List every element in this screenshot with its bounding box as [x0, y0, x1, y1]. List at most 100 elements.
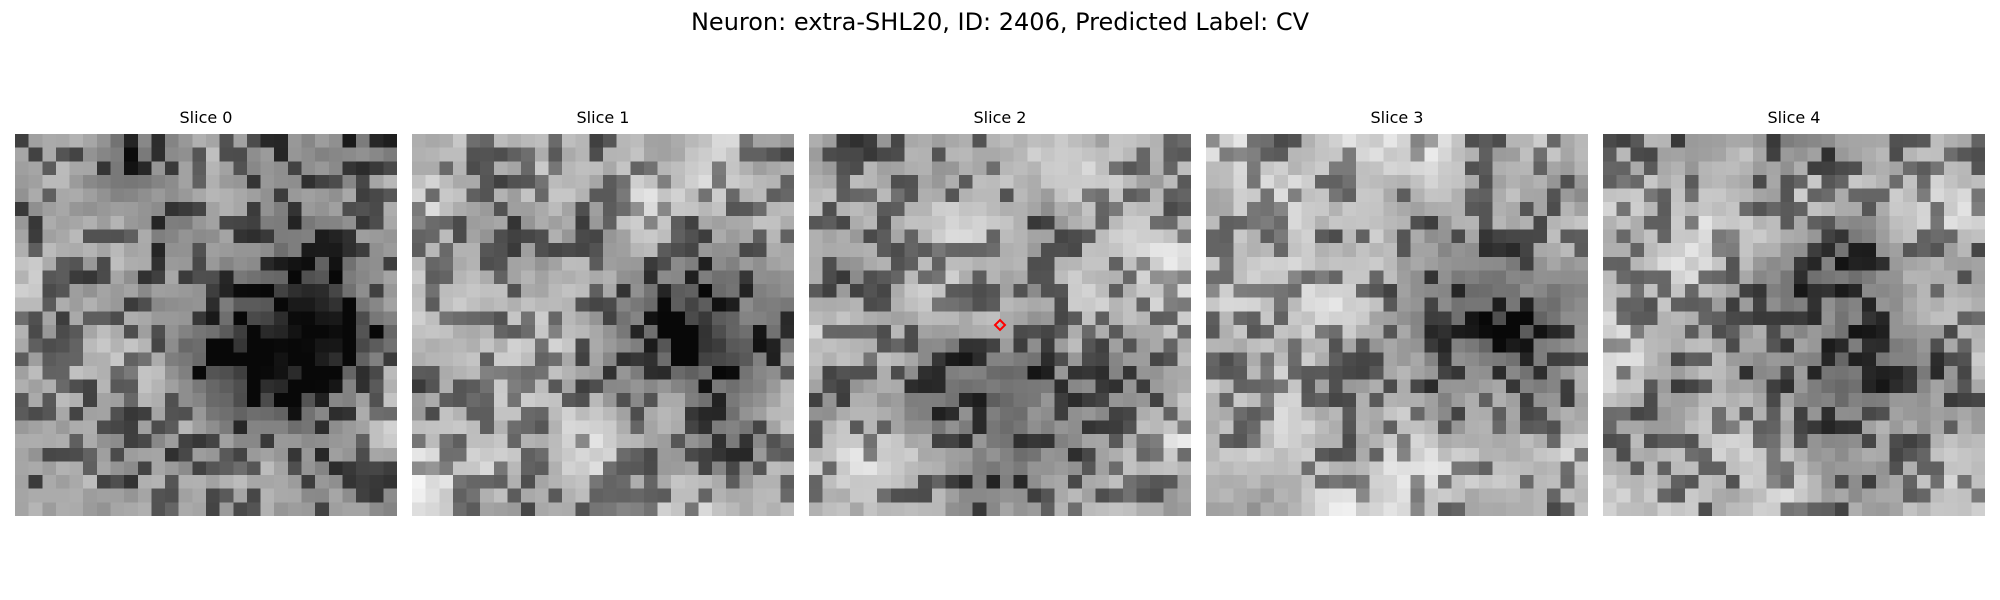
slice-pixel [467, 339, 481, 353]
slice-pixel [1630, 134, 1644, 148]
slice-pixel [151, 284, 165, 298]
slice-pixel [685, 502, 699, 516]
slice-pixel [165, 489, 179, 503]
slice-pixel [535, 393, 549, 407]
slice-pixel [1574, 257, 1588, 271]
slice-pixel [356, 230, 370, 244]
slice-pixel [1876, 284, 1890, 298]
slice-pixel [1971, 366, 1985, 380]
slice-pixel [864, 339, 878, 353]
slice-pixel [1739, 393, 1753, 407]
slice-pixel [767, 407, 781, 421]
slice-pixel [589, 434, 603, 448]
slice-pixel [1958, 366, 1972, 380]
slice-pixel [1685, 243, 1699, 257]
slice-pixel [699, 448, 713, 462]
slice-pixel [138, 475, 152, 489]
slice-panel-3: Slice 3 [1206, 108, 1588, 128]
slice-pixel [1506, 175, 1520, 189]
slice-pixel [1808, 489, 1822, 503]
slice-pixel [370, 380, 384, 394]
slice-pixel [1739, 352, 1753, 366]
slice-pixel [233, 243, 247, 257]
slice-pixel [1055, 216, 1069, 230]
slice-pixel [891, 461, 905, 475]
slice-pixel [671, 243, 685, 257]
slice-pixel [1644, 148, 1658, 162]
slice-pixel [739, 148, 753, 162]
slice-pixel [356, 298, 370, 312]
slice-pixel [1958, 189, 1972, 203]
slice-pixel [329, 311, 343, 325]
slice-pixel [1150, 461, 1164, 475]
slice-pixel [1493, 366, 1507, 380]
slice-pixel [1206, 502, 1220, 516]
slice-pixel [288, 393, 302, 407]
slice-pixel [70, 339, 84, 353]
slice-pixel [1547, 461, 1561, 475]
slice-pixel [138, 161, 152, 175]
slice-pixel [356, 161, 370, 175]
slice-pixel [1370, 366, 1384, 380]
slice-pixel [179, 134, 193, 148]
slice-pixel [1150, 230, 1164, 244]
slice-pixel [1315, 243, 1329, 257]
slice-pixel [233, 448, 247, 462]
slice-pixel [1041, 202, 1055, 216]
slice-pixel [1302, 434, 1316, 448]
slice-pixel [877, 202, 891, 216]
slice-pixel [780, 257, 794, 271]
slice-pixel [1220, 325, 1234, 339]
slice-pixel [1479, 243, 1493, 257]
slice-pixel [809, 216, 823, 230]
slice-pixel [1288, 189, 1302, 203]
slice-pixel [1671, 489, 1685, 503]
slice-pixel [877, 380, 891, 394]
slice-pixel [426, 448, 440, 462]
slice-pixel [480, 407, 494, 421]
slice-pixel [644, 298, 658, 312]
slice-pixel [1821, 189, 1835, 203]
slice-pixel [1617, 448, 1631, 462]
slice-pixel [1150, 134, 1164, 148]
slice-pixel [1424, 502, 1438, 516]
slice-pixel [1808, 175, 1822, 189]
slice-pixel [1109, 298, 1123, 312]
slice-pixel [480, 161, 494, 175]
slice-pixel [1383, 461, 1397, 475]
slice-pixel [891, 380, 905, 394]
slice-pixel [1342, 230, 1356, 244]
slice-pixel [1644, 216, 1658, 230]
slice-pixel [809, 393, 823, 407]
slice-pixel [1109, 216, 1123, 230]
slice-pixel [548, 257, 562, 271]
slice-pixel [877, 243, 891, 257]
slice-pixel [1055, 434, 1069, 448]
slice-pixel [809, 230, 823, 244]
slice-pixel [426, 202, 440, 216]
slice-pixel [1055, 189, 1069, 203]
slice-pixel [1944, 270, 1958, 284]
slice-pixel [589, 489, 603, 503]
slice-pixel [1617, 298, 1631, 312]
slice-pixel [302, 257, 316, 271]
slice-pixel [111, 230, 125, 244]
slice-pixel [685, 202, 699, 216]
slice-pixel [179, 270, 193, 284]
slice-pixel [739, 311, 753, 325]
slice-pixel [1685, 489, 1699, 503]
slice-pixel [1739, 421, 1753, 435]
slice-pixel [850, 366, 864, 380]
slice-pixel [426, 461, 440, 475]
slice-pixel [699, 148, 713, 162]
slice-pixel [412, 461, 426, 475]
slice-pixel [1109, 339, 1123, 353]
slice-pixel [548, 202, 562, 216]
slice-pixel [1000, 216, 1014, 230]
slice-pixel [42, 421, 56, 435]
slice-pixel [1835, 216, 1849, 230]
slice-pixel [850, 393, 864, 407]
slice-pixel [1658, 284, 1672, 298]
slice-pixel [1644, 461, 1658, 475]
slice-pixel [1533, 161, 1547, 175]
